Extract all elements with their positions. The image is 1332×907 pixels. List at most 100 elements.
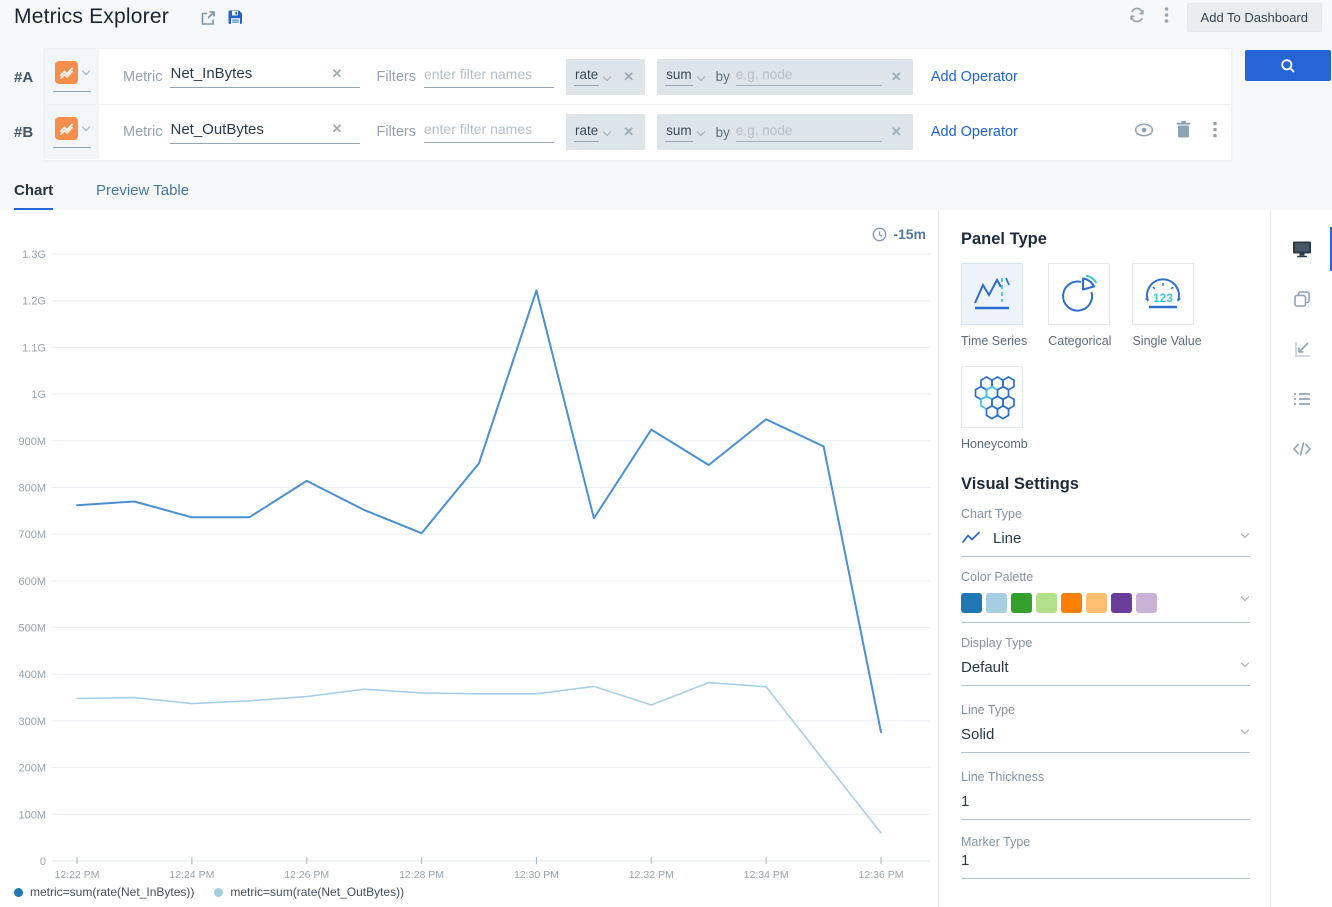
chevron-down-icon[interactable]	[602, 127, 612, 137]
rate-operator[interactable]: rate	[573, 67, 600, 86]
add-operator-link[interactable]: Add Operator	[930, 68, 1018, 85]
y-tick-label: 600M	[18, 576, 46, 588]
line-type-select[interactable]: Solid	[961, 725, 1250, 753]
filters-input[interactable]	[423, 121, 546, 137]
by-label: by	[715, 124, 730, 140]
query-kebab-menu-icon[interactable]	[1213, 121, 1217, 143]
view-tabs: Chart Preview Table	[0, 178, 1332, 211]
panel-type-time-series[interactable]	[961, 263, 1023, 325]
filters-input[interactable]	[423, 65, 546, 82]
categorical-pie-icon	[1062, 274, 1098, 312]
time-range-selector[interactable]: -15m	[872, 226, 926, 242]
axes-icon	[1294, 342, 1310, 357]
rail-overlay-panels[interactable]	[1271, 274, 1332, 324]
metric-type-dropdown[interactable]	[53, 61, 91, 92]
x-tick-label: 12:28 PM	[399, 869, 444, 881]
share-icon[interactable]	[198, 9, 217, 33]
y-tick-label: 0	[40, 856, 46, 868]
page-title: Metrics Explorer	[14, 5, 169, 28]
rail-query-code[interactable]	[1271, 424, 1332, 474]
chevron-down-icon	[1240, 725, 1250, 735]
add-to-dashboard-button[interactable]: Add To Dashboard	[1186, 3, 1322, 32]
clear-metric-icon[interactable]: ✕	[331, 121, 343, 136]
operator-chip-sum: sum by ✕	[657, 58, 913, 95]
sum-operator[interactable]: sum	[665, 123, 693, 142]
rail-axes-settings[interactable]	[1271, 324, 1332, 374]
chart-type-value: Line	[993, 530, 1022, 547]
metric-field: ✕	[170, 65, 361, 88]
metric-type-dropdown[interactable]	[53, 116, 91, 148]
metric-field: ✕	[170, 120, 361, 144]
refresh-icon[interactable]	[1128, 6, 1146, 29]
legend-item[interactable]: metric=sum(rate(Net_InBytes))	[14, 885, 194, 899]
delete-query-trash-icon[interactable]	[1176, 121, 1191, 143]
query-row-b: Metric ✕ Filters rate ✕ sum by ✕ Add Ope…	[45, 104, 1231, 159]
remove-operator-icon[interactable]: ✕	[890, 124, 902, 139]
marker-type-value: 1	[961, 852, 970, 869]
run-search-button[interactable]	[1245, 50, 1331, 81]
search-icon	[1281, 58, 1295, 73]
panel-type-label: Single Value	[1132, 334, 1202, 348]
metric-type-cell	[45, 105, 99, 159]
display-type-value: Default	[961, 659, 1009, 676]
series-line	[76, 289, 882, 734]
chevron-down-icon	[1240, 592, 1250, 602]
filters-field	[423, 121, 554, 143]
line-type-value: Solid	[961, 726, 995, 743]
remove-operator-icon[interactable]: ✕	[623, 68, 635, 84]
metric-input[interactable]	[170, 120, 329, 138]
chart-type-label: Chart Type	[961, 507, 1022, 521]
code-icon	[1292, 442, 1311, 456]
filters-label: Filters	[376, 68, 416, 85]
remove-operator-icon[interactable]: ✕	[623, 124, 635, 139]
operator-chip-rate: rate ✕	[565, 58, 646, 95]
legend-color-dot	[214, 887, 224, 897]
chevron-down-icon	[81, 122, 91, 131]
hide-query-eye-icon[interactable]	[1134, 123, 1154, 142]
line-type-field: Line Type Solid	[961, 703, 1250, 753]
honeycomb-icon	[974, 376, 1015, 420]
marker-type-input[interactable]: 1	[961, 852, 1250, 879]
query-card: Metric ✕ Filters rate ✕ sum by ✕ Add Ope…	[44, 48, 1232, 161]
chevron-down-icon	[1240, 529, 1250, 539]
palette-swatch	[961, 593, 982, 613]
color-palette-select[interactable]	[961, 592, 1250, 623]
panel-type-honeycomb[interactable]	[961, 366, 1023, 428]
rate-operator[interactable]: rate	[573, 123, 600, 142]
remove-operator-icon[interactable]: ✕	[890, 68, 902, 84]
chevron-down-icon[interactable]	[696, 72, 705, 81]
metric-label: Metric	[123, 124, 163, 140]
layers-icon	[1293, 291, 1310, 307]
legend-item[interactable]: metric=sum(rate(Net_OutBytes))	[214, 885, 404, 899]
line-thickness-input[interactable]: 1	[961, 793, 1250, 820]
rail-display-settings[interactable]	[1271, 224, 1332, 274]
sum-operator[interactable]: sum	[665, 67, 693, 86]
group-by-input[interactable]	[735, 122, 882, 142]
clear-metric-icon[interactable]: ✕	[331, 65, 343, 81]
tab-preview-table[interactable]: Preview Table	[96, 182, 190, 199]
chevron-down-icon[interactable]	[696, 127, 705, 137]
panel-type-tiles: Time Series Categorical	[961, 263, 1250, 348]
y-tick-label: 1.2G	[22, 296, 46, 308]
display-type-select[interactable]: Default	[961, 658, 1250, 686]
chart-type-field: Chart Type Line	[961, 507, 1250, 557]
panel-type-categorical[interactable]	[1048, 263, 1111, 325]
save-icon[interactable]	[227, 9, 244, 31]
marker-type-field: Marker Type 1	[961, 835, 1250, 879]
tab-chart[interactable]: Chart	[14, 182, 54, 211]
panel-type-single-value[interactable]: 123	[1132, 263, 1195, 325]
y-tick-label: 700M	[18, 529, 46, 541]
metric-input[interactable]	[170, 65, 329, 82]
rail-legend-settings[interactable]	[1271, 374, 1332, 424]
filters-label: Filters	[376, 124, 416, 140]
add-operator-link[interactable]: Add Operator	[930, 124, 1018, 140]
group-by-input[interactable]	[735, 67, 882, 86]
single-value-gauge-icon: 123	[1145, 278, 1181, 309]
display-type-field: Display Type Default	[961, 636, 1250, 686]
query-row-label-a: #A	[14, 69, 34, 86]
chart-type-select[interactable]: Line	[961, 529, 1250, 557]
chevron-down-icon[interactable]	[602, 72, 612, 81]
kebab-menu-icon[interactable]	[1164, 6, 1169, 29]
side-icon-rail	[1270, 210, 1332, 907]
panel-type-title: Panel Type	[961, 230, 1047, 248]
